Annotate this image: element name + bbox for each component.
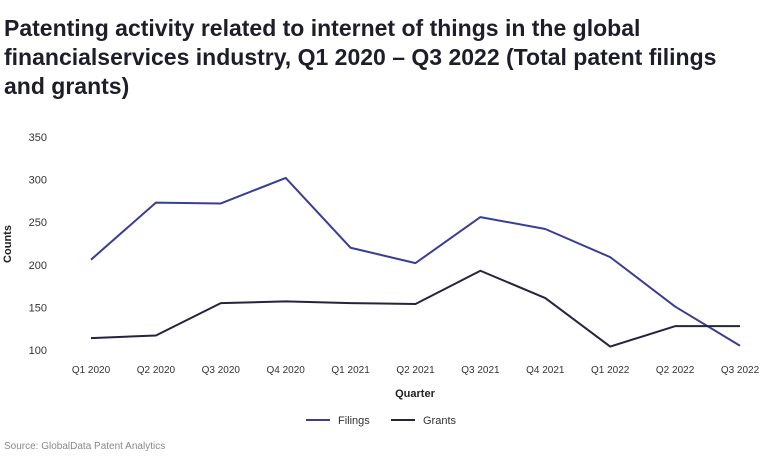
y-tick-label: 200 [29,260,47,272]
x-tick-label: Q3 2021 [461,365,500,376]
x-tick-label: Q4 2021 [526,365,565,376]
x-tick-label: Q1 2020 [72,365,111,376]
x-tick-label: Q3 2022 [721,365,760,376]
chart-title: Patenting activity related to internet o… [4,15,717,99]
legend-label: Filings [338,415,370,427]
y-tick-label: 100 [29,345,47,357]
y-tick-label: 150 [29,302,47,314]
y-tick-label: 300 [29,175,47,187]
x-tick-label: Q2 2022 [656,365,695,376]
x-tick-label: Q2 2021 [396,365,435,376]
x-tick-label: Q4 2020 [267,365,306,376]
legend-label: Grants [423,415,457,427]
x-tick-label: Q1 2021 [331,365,370,376]
y-tick-label: 250 [29,217,47,229]
series-line-grants [90,269,740,348]
source-note: Source: GlobalData Patent Analytics [4,441,166,452]
x-axis-label: Quarter [395,388,435,400]
y-tick-label: 350 [29,132,47,144]
x-tick-label: Q3 2020 [202,365,241,376]
x-tick-label: Q1 2022 [591,365,630,376]
y-axis-label: Counts [2,225,14,263]
series-line-filings [90,176,741,347]
x-tick-label: Q2 2020 [137,365,176,376]
